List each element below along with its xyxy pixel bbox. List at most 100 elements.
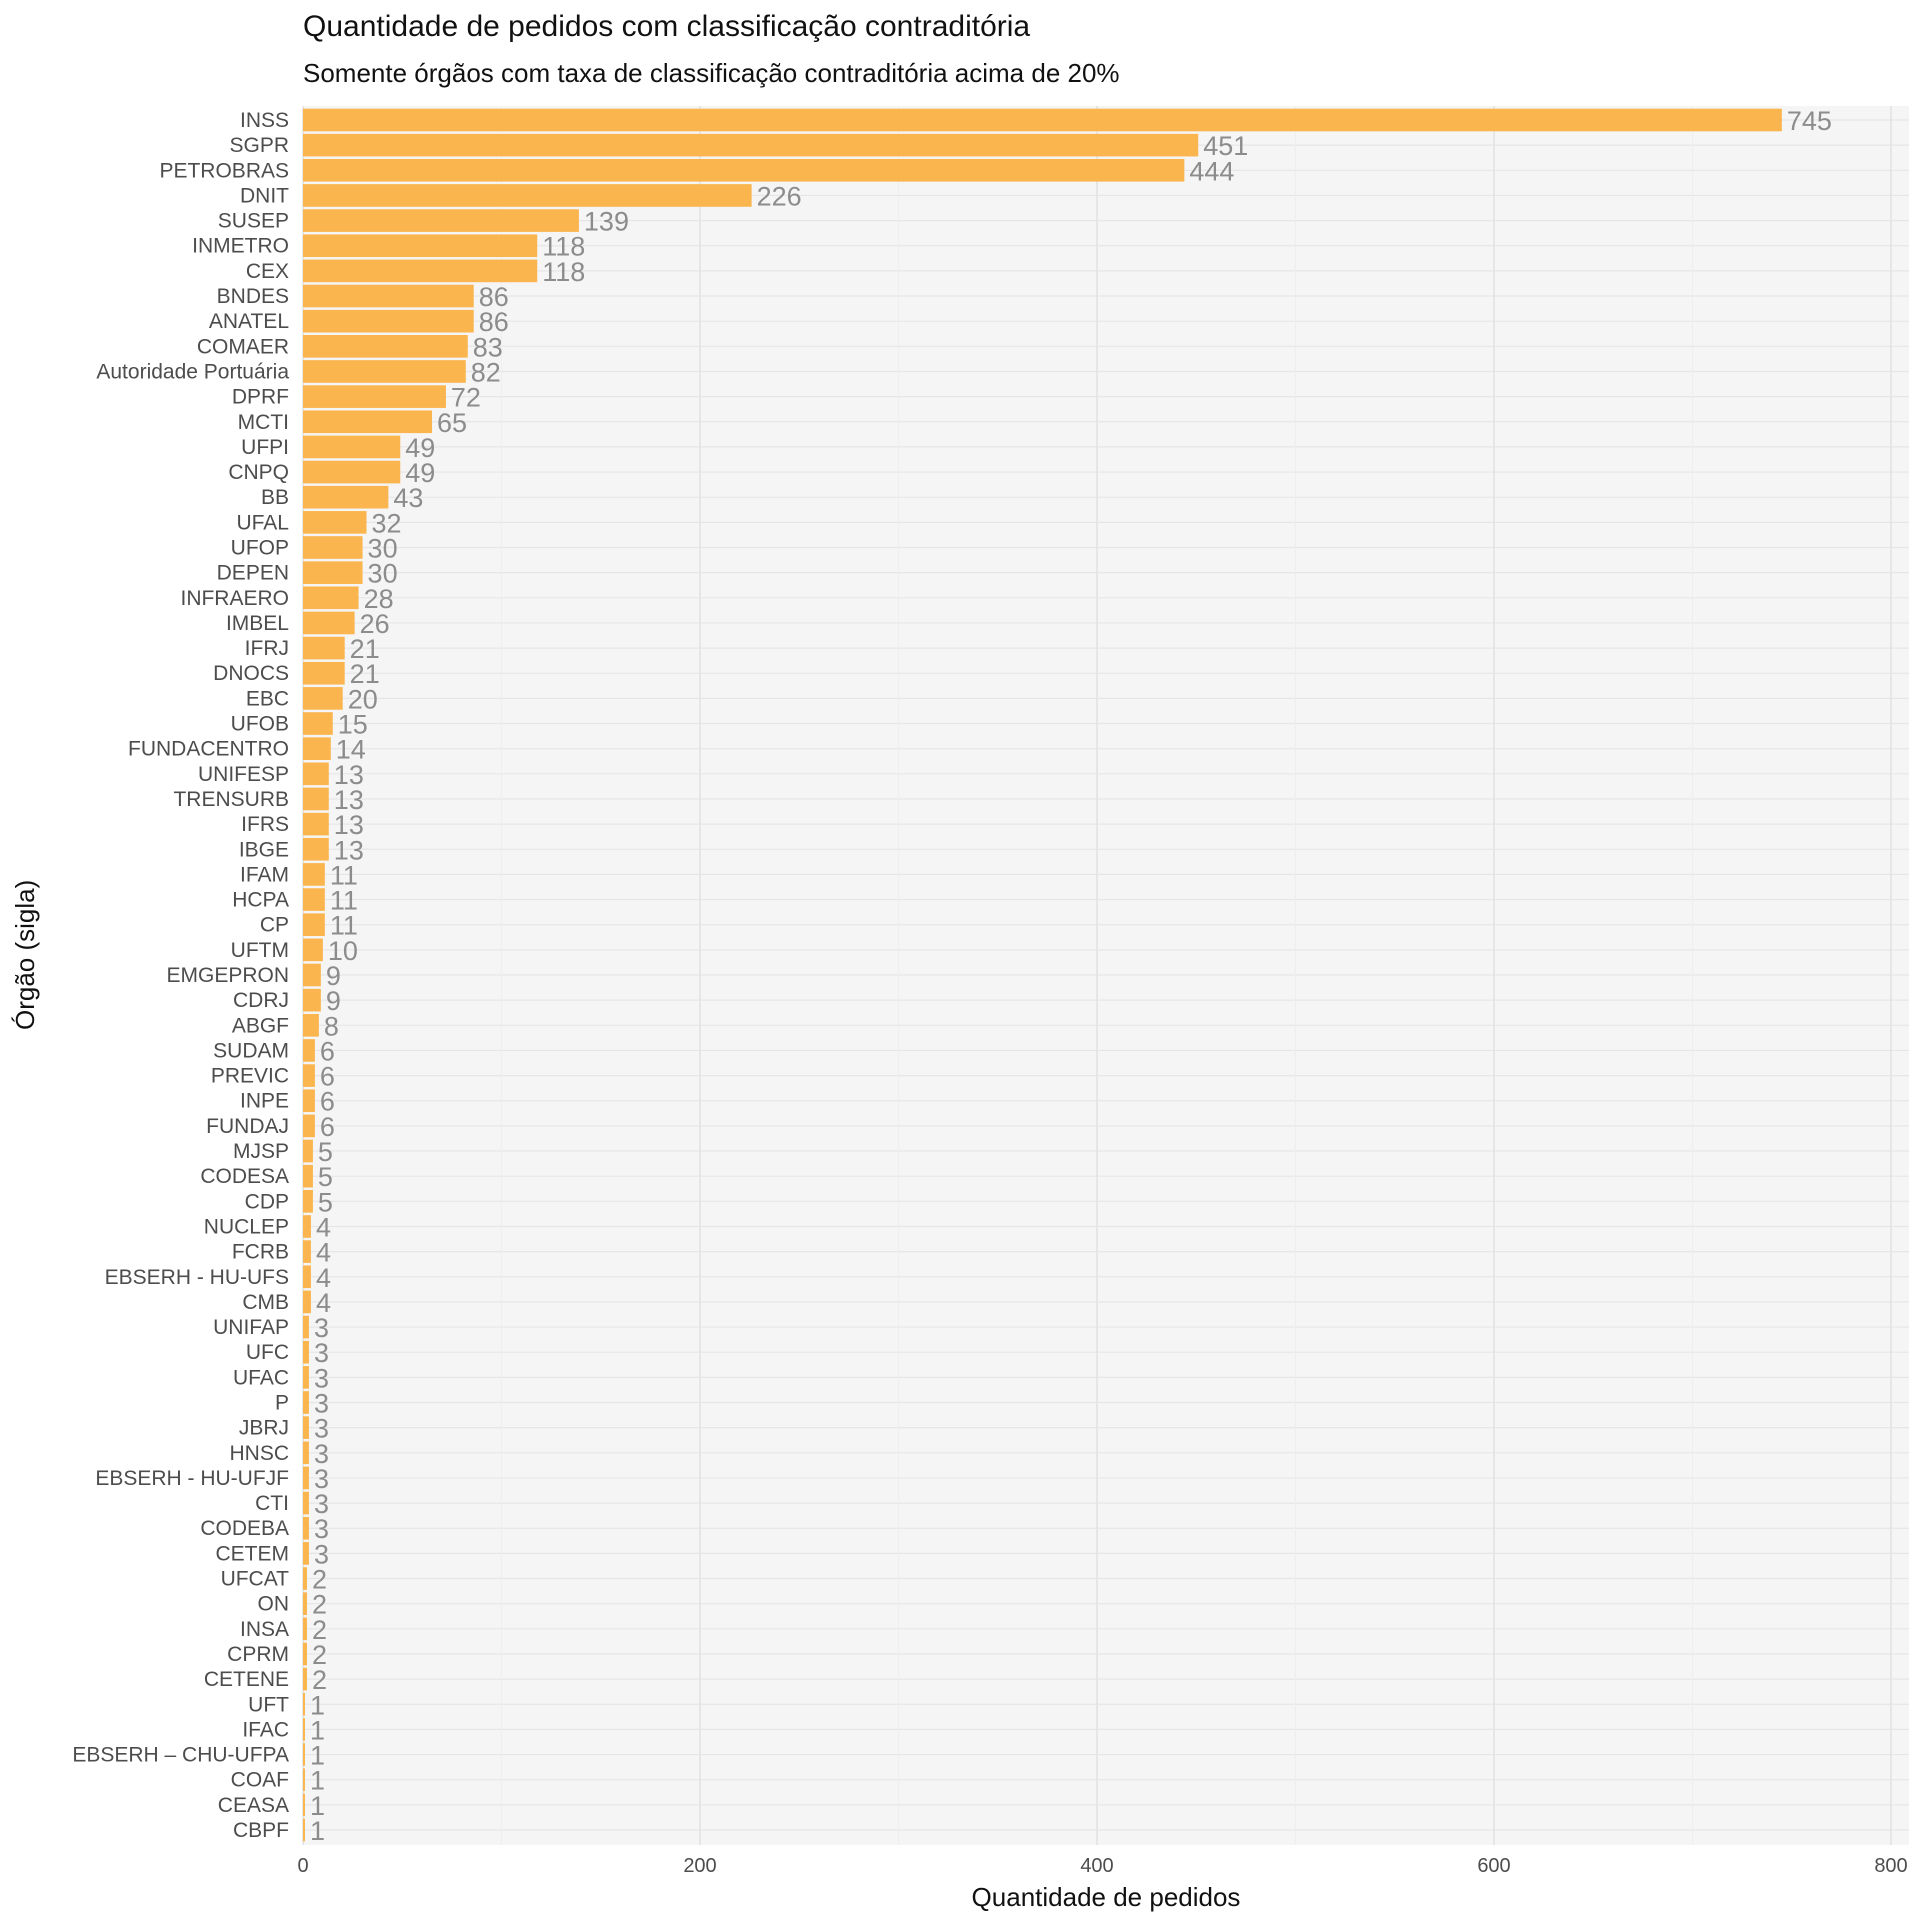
value-label: 3 (314, 1338, 329, 1368)
value-label: 8 (324, 1011, 339, 1041)
value-label: 6 (320, 1087, 335, 1117)
category-label: CMB (242, 1291, 289, 1314)
category-label: UFT (248, 1693, 289, 1716)
value-label: 1 (310, 1766, 325, 1796)
value-label: 3 (314, 1363, 329, 1393)
bar (303, 1089, 315, 1113)
bar (303, 1240, 311, 1263)
category-label: CEX (246, 260, 289, 283)
value-label: 28 (364, 584, 394, 614)
bar (303, 687, 343, 710)
bar (303, 561, 363, 584)
value-label: 1 (310, 1741, 325, 1771)
category-label: INPE (240, 1090, 289, 1113)
value-label: 4 (316, 1212, 331, 1242)
bar (303, 1114, 315, 1138)
value-label: 2 (312, 1565, 327, 1595)
value-label: 86 (479, 282, 509, 312)
x-tick-label: 0 (297, 1855, 308, 1877)
value-label: 43 (393, 483, 423, 513)
value-label: 3 (314, 1439, 329, 1469)
value-label: 4 (316, 1288, 331, 1318)
x-axis-title: Quantidade de pedidos (971, 1882, 1241, 1912)
value-label: 118 (542, 257, 585, 287)
value-label: 15 (338, 710, 368, 740)
bar (303, 1592, 307, 1615)
x-tick-label: 800 (1874, 1855, 1907, 1877)
bar (303, 1013, 319, 1037)
category-label: Autoridade Portuária (96, 360, 289, 383)
category-label: INSA (240, 1618, 289, 1641)
category-label: UFCAT (221, 1568, 290, 1591)
bar (303, 1039, 315, 1062)
bar (303, 1416, 309, 1439)
value-label: 444 (1189, 156, 1234, 186)
bar (303, 485, 389, 509)
category-label: HCPA (232, 889, 289, 912)
bar (303, 1818, 305, 1842)
category-label: CDRJ (233, 989, 289, 1012)
x-tick-label: 600 (1477, 1855, 1510, 1877)
category-label: UFAC (233, 1366, 289, 1389)
bar (303, 410, 433, 434)
category-label: CP (260, 914, 289, 937)
bar (303, 1466, 309, 1490)
value-label: 6 (320, 1112, 335, 1142)
value-label: 11 (330, 886, 358, 916)
category-label: DPRF (232, 386, 289, 409)
value-label: 49 (405, 433, 435, 463)
bar (303, 636, 345, 660)
value-label: 3 (314, 1464, 329, 1494)
value-label: 3 (314, 1313, 329, 1343)
value-label: 10 (328, 936, 358, 966)
bar (303, 1064, 315, 1087)
bar (303, 360, 466, 383)
bar (303, 737, 331, 760)
value-label: 5 (318, 1187, 333, 1217)
value-label: 139 (584, 207, 629, 237)
category-label: IFAC (242, 1718, 289, 1741)
category-label: MCTI (238, 411, 289, 434)
bar (303, 536, 363, 559)
category-label: CTI (255, 1492, 289, 1515)
category-label: UFOB (231, 713, 289, 736)
category-label: UFAL (236, 511, 289, 534)
category-label: FUNDACENTRO (128, 738, 289, 761)
category-label: PETROBRAS (159, 159, 289, 182)
value-label: 14 (336, 735, 366, 765)
bar (303, 1718, 305, 1741)
value-label: 2 (312, 1590, 327, 1620)
bar (303, 1164, 313, 1188)
category-label: IBGE (239, 838, 289, 861)
bar (303, 1743, 305, 1766)
value-label: 13 (334, 760, 364, 790)
bar (303, 309, 474, 333)
bar (303, 234, 538, 258)
bar (303, 1139, 313, 1163)
value-label: 21 (350, 659, 380, 689)
value-label: 3 (314, 1514, 329, 1544)
value-label: 3 (314, 1389, 329, 1419)
value-label: 13 (334, 785, 364, 815)
category-label: EBC (246, 687, 289, 710)
category-label: IFAM (240, 863, 289, 886)
value-label: 1 (310, 1690, 325, 1720)
x-tick-label: 400 (1080, 1855, 1113, 1877)
bar (303, 1793, 305, 1817)
category-label: CODESA (200, 1165, 289, 1188)
category-label: FUNDAJ (206, 1115, 289, 1138)
value-label: 118 (542, 232, 585, 262)
bar (303, 913, 325, 937)
category-label: INSS (240, 109, 289, 132)
bar (303, 1441, 309, 1465)
value-label: 3 (314, 1489, 329, 1519)
bar (303, 209, 579, 232)
bar (303, 1391, 309, 1414)
category-label: HNSC (229, 1442, 289, 1465)
bar (303, 1290, 311, 1314)
bar (303, 435, 401, 459)
category-label: DNIT (240, 184, 289, 207)
category-label: CBPF (233, 1819, 289, 1842)
bar (303, 259, 538, 283)
